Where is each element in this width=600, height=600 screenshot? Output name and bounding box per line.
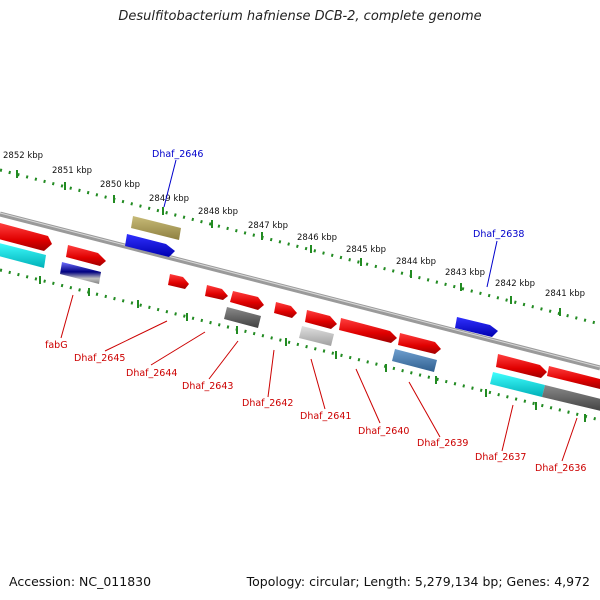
gene-block[interactable] [131, 216, 181, 240]
leader-line [267, 349, 275, 398]
gene-block[interactable] [299, 326, 334, 346]
kbp-label: 2848 kbp [198, 207, 238, 217]
gene-label[interactable]: Dhaf_2644 [126, 368, 177, 379]
genome-summary-text: Topology: circular; Length: 5,279,134 bp… [246, 574, 590, 589]
gene-arrow[interactable] [274, 302, 297, 318]
kbp-label: 2851 kbp [52, 166, 92, 176]
gene-arrow[interactable] [230, 291, 264, 310]
gene-arrow[interactable] [66, 245, 106, 266]
gene-block[interactable] [0, 242, 46, 268]
gene-label[interactable]: Dhaf_2643 [182, 381, 233, 392]
gene-arrow[interactable] [496, 354, 547, 378]
gene-label[interactable]: Dhaf_2636 [535, 463, 586, 474]
kbp-labels: 2852 kbp 2851 kbp 2850 kbp 2849 kbp 2848… [3, 151, 585, 299]
kbp-label: 2847 kbp [248, 221, 288, 231]
kbp-label: 2852 kbp [3, 151, 43, 161]
kbp-label: 2849 kbp [149, 194, 189, 204]
diagram-title: Desulfitobacterium hafniense DCB-2, comp… [118, 9, 482, 24]
leader-line [561, 417, 578, 462]
kbp-label: 2850 kbp [100, 180, 140, 190]
gene-label[interactable]: Dhaf_2638 [473, 229, 524, 240]
leader-line [486, 240, 498, 288]
gene-arrow[interactable] [339, 318, 397, 343]
gene-label[interactable]: Dhaf_2645 [74, 353, 125, 364]
gene-label[interactable]: Dhaf_2641 [300, 411, 351, 422]
lower-scale-ticks [39, 276, 586, 422]
gene-labels-top: Dhaf_2646 Dhaf_2638 [152, 149, 524, 240]
gene-arrow[interactable] [205, 285, 228, 300]
leader-line [501, 404, 514, 452]
leader-line [310, 358, 326, 410]
accession-text: Accession: NC_011830 [9, 574, 152, 589]
kbp-label: 2842 kbp [495, 279, 535, 289]
gene-labels-bottom: fabG Dhaf_2645 Dhaf_2644 Dhaf_2643 Dhaf_… [45, 340, 586, 474]
gene-arrow[interactable] [0, 223, 52, 251]
leader-line [408, 381, 441, 438]
kbp-label: 2846 kbp [297, 233, 337, 243]
leader-line [150, 331, 206, 366]
gene-label[interactable]: Dhaf_2639 [417, 438, 468, 449]
gene-arrow[interactable] [168, 274, 189, 289]
gene-block[interactable] [490, 372, 545, 397]
gene-label[interactable]: Dhaf_2637 [475, 452, 526, 463]
gene-label[interactable]: Dhaf_2642 [242, 398, 293, 409]
gene-label[interactable]: fabG [45, 340, 68, 351]
leader-line [355, 368, 381, 424]
forward-genes[interactable] [0, 216, 600, 389]
reverse-genes[interactable] [0, 242, 600, 412]
gene-block[interactable] [392, 349, 437, 372]
gene-block[interactable] [542, 385, 600, 412]
leader-line [163, 159, 177, 208]
gene-label[interactable]: Dhaf_2646 [152, 149, 203, 160]
genome-backbone [0, 211, 600, 371]
kbp-label: 2845 kbp [346, 245, 386, 255]
gene-label[interactable]: Dhaf_2640 [358, 426, 409, 437]
gene-block[interactable] [224, 307, 261, 328]
kbp-label: 2843 kbp [445, 268, 485, 278]
gene-arrow[interactable] [305, 310, 337, 329]
leader-lines [60, 159, 578, 462]
gene-arrow[interactable] [455, 317, 498, 337]
gene-arrow[interactable] [398, 333, 441, 354]
leader-line [208, 340, 239, 380]
genome-backbone-highlight [0, 212, 600, 368]
kbp-label: 2841 kbp [545, 289, 585, 299]
gene-arrow[interactable] [547, 366, 600, 389]
upper-scale-ticks [16, 170, 561, 316]
kbp-label: 2844 kbp [396, 257, 436, 267]
leader-line [60, 294, 74, 339]
gene-arrow[interactable] [125, 234, 175, 257]
leader-line [104, 320, 168, 352]
gene-block[interactable] [60, 262, 101, 284]
